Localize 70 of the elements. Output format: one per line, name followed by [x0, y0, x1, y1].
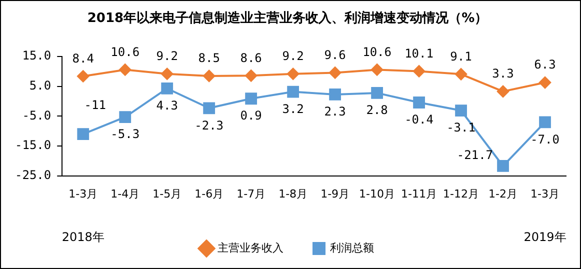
data-label: 10.6	[362, 44, 392, 59]
point	[455, 68, 468, 80]
legend-label: 利润总额	[330, 241, 374, 254]
point	[371, 64, 384, 76]
text: 2018年	[62, 230, 104, 244]
point	[119, 111, 132, 124]
data-label: 3.2	[282, 102, 304, 116]
data-label: 2.8	[366, 103, 388, 118]
point	[245, 70, 258, 82]
point	[287, 86, 300, 98]
legend-label: 主营业务收入	[218, 241, 284, 254]
point	[287, 68, 300, 80]
x-tick-label: 1-9月	[320, 187, 350, 200]
x-tick-label: 1-4月	[110, 187, 140, 200]
data-label: -2.3	[194, 118, 224, 132]
x-tick-label: 1-6月	[194, 187, 224, 200]
data-label: 8.5	[198, 51, 220, 66]
data-label: 9.6	[324, 48, 346, 62]
x-tick-label: 1-3月	[530, 187, 560, 200]
point	[329, 88, 342, 100]
x-tick-label: 1-8月	[278, 187, 308, 200]
data-label: 6.3	[534, 58, 556, 72]
x-tick-label: 1-12月	[443, 187, 480, 200]
data-label: -7.0	[530, 132, 560, 146]
data-label: 10.6	[110, 44, 140, 59]
y-tick-label: -15.0	[15, 138, 52, 152]
point	[455, 104, 467, 116]
data-label: 8.6	[240, 50, 262, 65]
data-label: 10.1	[404, 46, 434, 60]
point	[245, 92, 258, 105]
data-label: -3.1	[446, 120, 476, 135]
point	[203, 70, 216, 82]
x-tick-label: 1-10月	[359, 187, 396, 200]
x-tick-label: 1-3月	[68, 187, 98, 200]
point	[161, 68, 174, 80]
y-tick-label: 5.0	[29, 78, 52, 93]
point	[119, 64, 132, 76]
point	[203, 102, 216, 114]
x-tick-label: 1-5月	[152, 187, 182, 200]
x-tick-label: 1-2月	[488, 187, 518, 200]
point	[497, 85, 510, 98]
point	[497, 160, 509, 172]
point	[371, 87, 383, 99]
data-label: 2.3	[324, 104, 346, 119]
data-label: 0.9	[240, 108, 262, 123]
point	[161, 82, 174, 94]
data-label: 8.4	[72, 51, 94, 66]
chart-title: 2018年以来电子信息制造业主营业务收入、利润增速变动情况（%）	[87, 10, 488, 26]
text: 2019年	[524, 230, 566, 244]
point	[329, 66, 342, 79]
point	[539, 116, 551, 128]
data-label: -11	[84, 98, 106, 112]
x-tick-label: 1-11月	[401, 187, 438, 200]
y-tick-label: 15.0	[22, 48, 52, 63]
data-label: 9.2	[282, 49, 304, 64]
point	[539, 76, 552, 89]
point	[413, 96, 425, 108]
data-label: -5.3	[110, 127, 140, 142]
point	[77, 70, 90, 82]
data-label: -0.4	[404, 112, 434, 127]
x-tick-label: 1-7月	[236, 187, 266, 200]
data-label: 9.1	[450, 49, 472, 64]
point	[77, 128, 90, 140]
data-label: -21.7	[456, 148, 494, 162]
point	[413, 65, 426, 78]
data-label: 3.3	[492, 66, 514, 81]
y-tick-label: -25.0	[15, 168, 52, 182]
y-tick-label: -5.0	[22, 108, 52, 122]
data-label: 4.3	[156, 98, 178, 113]
data-label: 9.2	[156, 49, 178, 64]
